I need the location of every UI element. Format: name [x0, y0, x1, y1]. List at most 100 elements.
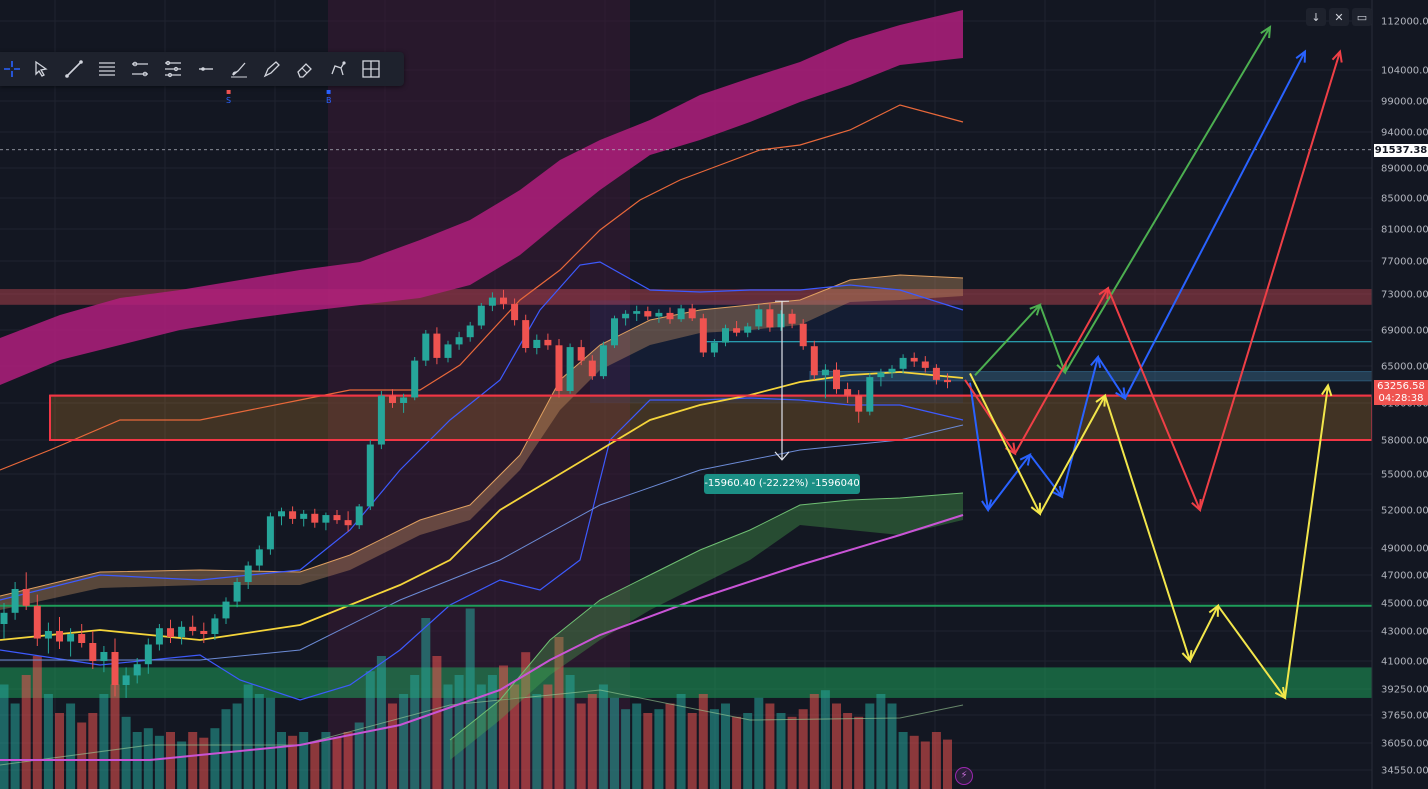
- volume-bar: [943, 739, 952, 789]
- volume-bar: [765, 703, 775, 789]
- volume-bar: [698, 694, 708, 789]
- candle-body: [588, 360, 596, 377]
- candle-body: [56, 631, 63, 642]
- green-cloud-top: [449, 492, 964, 741]
- price-axis-label: 36050.00: [1381, 739, 1428, 750]
- blue-path: [969, 51, 1306, 511]
- candle-body: [710, 342, 718, 353]
- candle-body: [189, 626, 197, 631]
- maximize-button[interactable]: ▭: [1352, 8, 1372, 26]
- candle-body: [566, 347, 574, 391]
- candle-body: [167, 628, 174, 637]
- volume-bar: [743, 713, 753, 789]
- price-axis-label: 94000.00: [1381, 128, 1428, 139]
- candle-body: [777, 313, 785, 328]
- price-axis-label: 49000.00: [1381, 544, 1428, 555]
- tool-pitchfork[interactable]: [156, 54, 189, 84]
- shapes-icon: [330, 61, 346, 76]
- price-axis-label: 43000.00: [1381, 627, 1428, 638]
- candle-body: [377, 395, 385, 445]
- tool-eraser[interactable]: [288, 54, 321, 84]
- price-axis-label: 99000.00: [1381, 97, 1428, 108]
- volume-bar: [388, 703, 397, 789]
- candle-body: [633, 311, 641, 314]
- close-button[interactable]: ✕: [1329, 8, 1349, 26]
- long-position-icon: [198, 67, 213, 71]
- candle-body: [44, 631, 52, 639]
- volume-bar: [554, 637, 564, 789]
- forecast-paths: [964, 25, 1343, 700]
- candle-body: [355, 506, 363, 526]
- arrowhead: [1098, 286, 1110, 300]
- lightning-icon[interactable]: ⚡: [955, 767, 973, 785]
- tool-brush[interactable]: [222, 54, 255, 84]
- arrowhead: [1051, 485, 1064, 499]
- arrowhead: [1115, 387, 1127, 401]
- volume-bar: [576, 703, 586, 789]
- volume-bar: [920, 741, 930, 789]
- candle-body: [577, 347, 585, 361]
- volume-bar: [532, 694, 542, 789]
- fib-retracement-icon: [98, 62, 115, 76]
- volume-bar: [110, 684, 120, 789]
- candle-body: [144, 644, 152, 665]
- candle-body: [855, 395, 863, 412]
- candle-body: [877, 372, 885, 378]
- price-axis-label: 58000.00: [1381, 436, 1428, 447]
- candle-body: [33, 605, 41, 639]
- price-axis-label: 73000.00: [1381, 290, 1428, 301]
- trend-line-icon: [64, 60, 83, 78]
- tool-grid[interactable]: [354, 54, 387, 84]
- volume-bar: [321, 732, 331, 789]
- price-axis-label: 77000.00: [1381, 257, 1428, 268]
- volume-bar: [776, 713, 786, 789]
- arrowhead: [1295, 49, 1307, 63]
- tool-pen[interactable]: [255, 54, 288, 84]
- volume-bar: [754, 697, 764, 789]
- price-axis-label: 52000.00: [1381, 506, 1428, 517]
- eraser-icon: [296, 63, 312, 78]
- candle-body: [289, 511, 297, 519]
- candle-body: [22, 589, 30, 606]
- volume-bar: [854, 716, 864, 789]
- brush-icon: [230, 62, 247, 78]
- volume-bar: [177, 741, 187, 789]
- volume-bar: [421, 618, 431, 789]
- price-axis-label: 47000.00: [1381, 571, 1428, 582]
- arrowhead: [1321, 383, 1333, 397]
- candle-body: [744, 326, 752, 333]
- tool-trend-line[interactable]: [57, 54, 90, 84]
- volume-bar: [732, 716, 742, 789]
- tool-shapes[interactable]: [321, 54, 354, 84]
- candle-body: [278, 511, 285, 517]
- candle-body: [833, 369, 840, 390]
- price-axis-label: 85000.00: [1381, 194, 1428, 205]
- current-price-tag: 63256.58: [1374, 380, 1428, 393]
- volume-bar: [543, 684, 553, 789]
- tool-crosshair[interactable]: [0, 54, 24, 84]
- tool-parallel-channel[interactable]: [123, 54, 156, 84]
- candle-body: [555, 345, 563, 391]
- tool-cursor[interactable]: [24, 54, 57, 84]
- volume-bar: [809, 694, 819, 789]
- candle-body: [944, 379, 951, 383]
- dashed-price-tag: 91537.38: [1374, 144, 1428, 157]
- volume-bar: [787, 716, 797, 789]
- green-path: [974, 26, 1271, 376]
- bollinger-upper: [0, 261, 964, 601]
- volume-bar: [354, 722, 364, 789]
- tool-fib-retracement[interactable]: [90, 54, 123, 84]
- volume-bar: [432, 656, 442, 789]
- measure-label: -15960.40 (-22.22%) -1596040: [704, 474, 860, 494]
- volume-bar: [510, 684, 520, 789]
- volume-bar: [909, 735, 919, 789]
- candle-body: [78, 634, 86, 643]
- volume-bar: [277, 732, 286, 789]
- volume-bar: [887, 703, 897, 789]
- scroll-down-button[interactable]: ↓: [1306, 8, 1326, 26]
- arrowhead: [1274, 686, 1287, 700]
- volume-bar: [310, 741, 320, 789]
- parallel-channel-icon: [131, 61, 148, 77]
- tool-long-position[interactable]: [189, 54, 222, 84]
